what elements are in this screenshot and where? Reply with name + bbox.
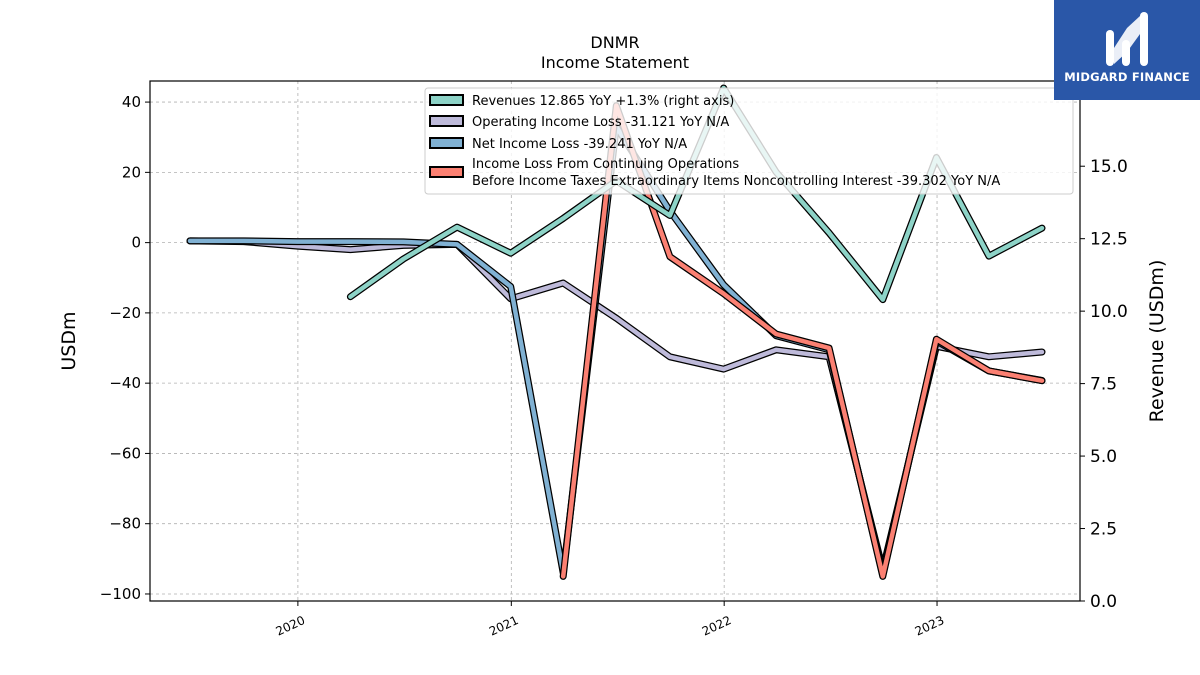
y2-tick-label: 2.5	[1090, 520, 1117, 540]
x-tick-label: 2023	[913, 613, 947, 639]
x-tick-label: 2020	[274, 613, 308, 639]
y2-tick-label: 10.0	[1090, 302, 1128, 322]
y-tick-label: −60	[109, 444, 141, 462]
legend-label-operating: Operating Income Loss -31.121 YoY N/A	[472, 115, 729, 130]
brand-logo-text: MIDGARD FINANCE	[1064, 70, 1190, 84]
legend-swatch-continuing	[429, 166, 464, 178]
legend: Revenues 12.865 YoY +1.3% (right axis) Op…	[424, 87, 1074, 195]
y-tick-label: 40	[122, 93, 141, 111]
y-tick-label: 20	[122, 163, 141, 181]
x-tick-label: 2021	[487, 613, 521, 639]
legend-box	[424, 87, 1074, 195]
x-tick-label: 2022	[700, 613, 734, 639]
y-tick-label: −100	[100, 585, 141, 603]
legend-swatch-operating	[429, 115, 464, 127]
y2-tick-label: 15.0	[1090, 157, 1128, 177]
legend-label-continuing-line1: Income Loss From Continuing Operations	[472, 157, 739, 172]
series-outline-operating	[186, 237, 1046, 573]
legend-label-revenues: Revenues 12.865 YoY +1.3% (right axis)	[472, 94, 734, 109]
y2-tick-label: 5.0	[1090, 447, 1117, 467]
brand-logo-mark-icon	[1106, 12, 1148, 66]
chart-title: DNMR	[590, 33, 640, 52]
y-tick-label: 0	[131, 234, 141, 252]
legend-swatch-revenues	[429, 94, 464, 106]
y-tick-label: −40	[109, 374, 141, 392]
legend-label-net: Net Income Loss -39.241 YoY N/A	[472, 137, 687, 152]
y-tick-label: −80	[109, 515, 141, 533]
y2-tick-label: 7.5	[1090, 375, 1117, 395]
y2-tick-label: 12.5	[1090, 230, 1128, 250]
y-axis-label: USDm	[58, 311, 80, 370]
chart-subtitle: Income Statement	[540, 53, 690, 72]
plot-frame	[149, 80, 1081, 602]
brand-logo: MIDGARD FINANCE	[1054, 0, 1200, 100]
legend-swatch-net	[429, 137, 464, 149]
legend-label-continuing-line2: Before Income Taxes Extraordinary Items …	[472, 174, 1000, 189]
series-line-operating	[187, 238, 1045, 572]
y-tick-label: −20	[109, 304, 141, 322]
y2-axis-label: Revenue (USDm)	[1146, 260, 1168, 423]
y2-tick-label: 0.0	[1090, 592, 1117, 612]
